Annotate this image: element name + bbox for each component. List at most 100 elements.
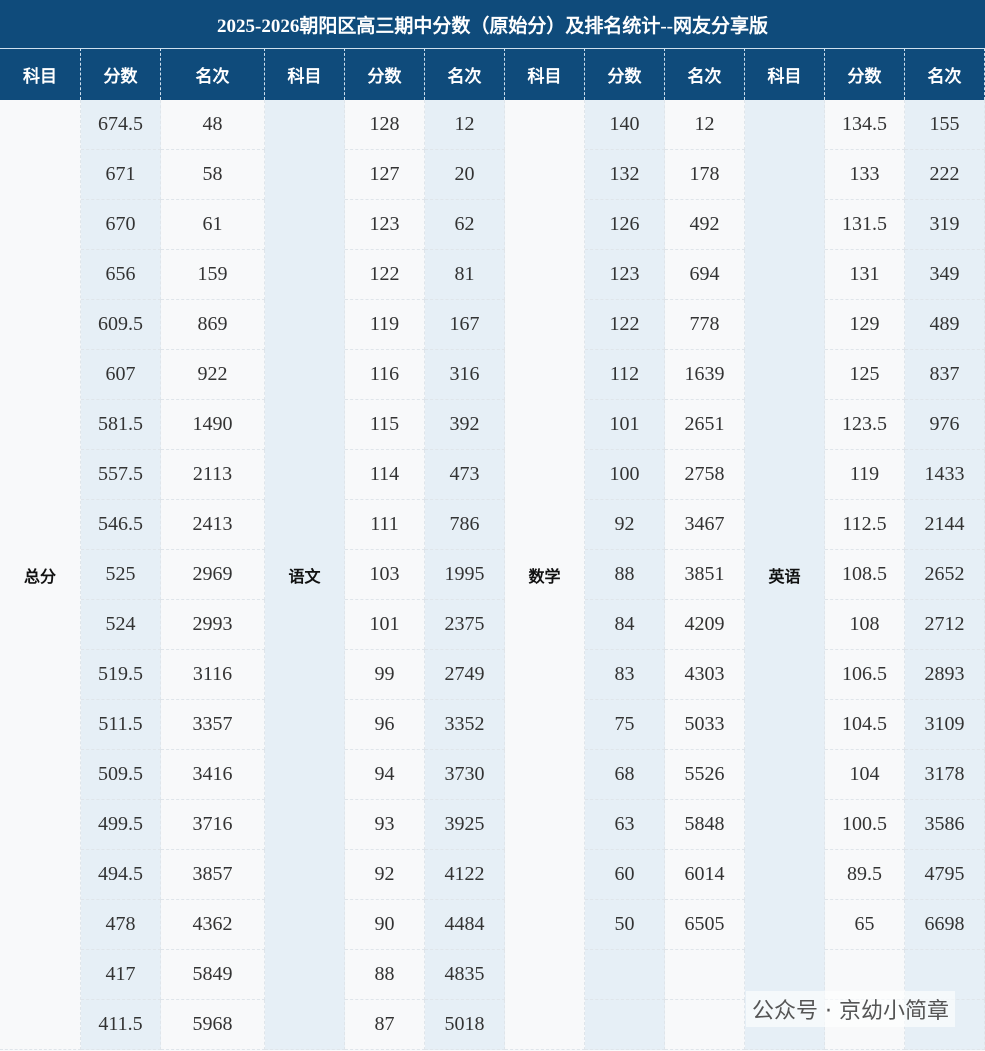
rank-cell: 2144 bbox=[905, 500, 985, 550]
score-cell: 104 bbox=[825, 750, 905, 800]
rank-cell: 3925 bbox=[425, 800, 505, 850]
rank-cell: 4303 bbox=[665, 650, 745, 700]
score-cell: 87 bbox=[345, 1000, 425, 1050]
score-cell: 411.5 bbox=[81, 1000, 161, 1050]
score-cell: 108 bbox=[825, 600, 905, 650]
rank-cell: 62 bbox=[425, 200, 505, 250]
rank-cell: 6014 bbox=[665, 850, 745, 900]
rank-cell: 869 bbox=[161, 300, 265, 350]
header-cell: 名次 bbox=[665, 48, 745, 100]
rank-cell bbox=[665, 1000, 745, 1050]
score-cell: 88 bbox=[585, 550, 665, 600]
score-cell: 607 bbox=[81, 350, 161, 400]
rank-cell: 5849 bbox=[161, 950, 265, 1000]
rank-cell: 2993 bbox=[161, 600, 265, 650]
score-cell bbox=[585, 1000, 665, 1050]
score-cell: 671 bbox=[81, 150, 161, 200]
score-cell: 131.5 bbox=[825, 200, 905, 250]
score-cell: 511.5 bbox=[81, 700, 161, 750]
score-cell: 417 bbox=[81, 950, 161, 1000]
score-cell: 92 bbox=[585, 500, 665, 550]
score-cell: 90 bbox=[345, 900, 425, 950]
rank-cell: 2749 bbox=[425, 650, 505, 700]
header-cell: 分数 bbox=[345, 48, 425, 100]
score-cell bbox=[585, 950, 665, 1000]
score-cell: 108.5 bbox=[825, 550, 905, 600]
score-cell: 140 bbox=[585, 100, 665, 150]
rank-cell: 3116 bbox=[161, 650, 265, 700]
score-cell: 60 bbox=[585, 850, 665, 900]
score-cell: 131 bbox=[825, 250, 905, 300]
score-cell: 68 bbox=[585, 750, 665, 800]
score-cell: 101 bbox=[345, 600, 425, 650]
title: 2025-2026朝阳区高三期中分数（原始分）及排名统计--网友分享版 bbox=[0, 0, 985, 48]
rank-cell: 5526 bbox=[665, 750, 745, 800]
score-cell: 656 bbox=[81, 250, 161, 300]
rank-cell: 492 bbox=[665, 200, 745, 250]
score-cell: 92 bbox=[345, 850, 425, 900]
rank-cell: 2652 bbox=[905, 550, 985, 600]
rank-cell: 81 bbox=[425, 250, 505, 300]
score-cell: 115 bbox=[345, 400, 425, 450]
rank-cell: 178 bbox=[665, 150, 745, 200]
score-cell: 127 bbox=[345, 150, 425, 200]
rank-cell: 5848 bbox=[665, 800, 745, 850]
rank-cell: 319 bbox=[905, 200, 985, 250]
rank-cell: 167 bbox=[425, 300, 505, 350]
rank-cell: 4122 bbox=[425, 850, 505, 900]
rank-cell: 3586 bbox=[905, 800, 985, 850]
rank-cell: 4835 bbox=[425, 950, 505, 1000]
score-cell: 126 bbox=[585, 200, 665, 250]
rank-cell: 5033 bbox=[665, 700, 745, 750]
rank-cell: 5018 bbox=[425, 1000, 505, 1050]
rank-cell: 2413 bbox=[161, 500, 265, 550]
score-cell: 509.5 bbox=[81, 750, 161, 800]
score-cell: 129 bbox=[825, 300, 905, 350]
score-cell: 525 bbox=[81, 550, 161, 600]
rank-cell: 3851 bbox=[665, 550, 745, 600]
header-cell: 名次 bbox=[425, 48, 505, 100]
watermark: 公众号 · 京幼小简章 bbox=[746, 991, 955, 1027]
header-cell: 科目 bbox=[505, 48, 585, 100]
score-cell: 674.5 bbox=[81, 100, 161, 150]
rank-cell: 2712 bbox=[905, 600, 985, 650]
score-cell: 89.5 bbox=[825, 850, 905, 900]
score-cell: 123.5 bbox=[825, 400, 905, 450]
header-cell: 分数 bbox=[585, 48, 665, 100]
rank-cell: 61 bbox=[161, 200, 265, 250]
header-cell: 分数 bbox=[825, 48, 905, 100]
subject-cell: 总分 bbox=[0, 100, 81, 1050]
score-cell: 119 bbox=[345, 300, 425, 350]
score-cell: 114 bbox=[345, 450, 425, 500]
score-cell: 112 bbox=[585, 350, 665, 400]
rank-cell: 316 bbox=[425, 350, 505, 400]
header-cell: 名次 bbox=[905, 48, 985, 100]
rank-cell: 3352 bbox=[425, 700, 505, 750]
rank-cell: 1490 bbox=[161, 400, 265, 450]
rank-cell: 48 bbox=[161, 100, 265, 150]
rank-cell: 392 bbox=[425, 400, 505, 450]
score-cell: 116 bbox=[345, 350, 425, 400]
rank-cell: 2651 bbox=[665, 400, 745, 450]
score-cell: 122 bbox=[345, 250, 425, 300]
score-cell: 101 bbox=[585, 400, 665, 450]
score-cell: 524 bbox=[81, 600, 161, 650]
score-cell: 63 bbox=[585, 800, 665, 850]
score-cell: 96 bbox=[345, 700, 425, 750]
score-cell: 128 bbox=[345, 100, 425, 150]
rank-cell: 20 bbox=[425, 150, 505, 200]
rank-cell: 4484 bbox=[425, 900, 505, 950]
rank-cell: 2893 bbox=[905, 650, 985, 700]
score-cell: 94 bbox=[345, 750, 425, 800]
rank-cell: 2758 bbox=[665, 450, 745, 500]
score-cell: 134.5 bbox=[825, 100, 905, 150]
rank-cell: 222 bbox=[905, 150, 985, 200]
score-cell: 100 bbox=[585, 450, 665, 500]
subject-cell: 英语 bbox=[745, 100, 825, 1050]
score-cell: 50 bbox=[585, 900, 665, 950]
rank-cell: 2113 bbox=[161, 450, 265, 500]
score-cell: 100.5 bbox=[825, 800, 905, 850]
rank-cell: 1639 bbox=[665, 350, 745, 400]
score-cell: 99 bbox=[345, 650, 425, 700]
